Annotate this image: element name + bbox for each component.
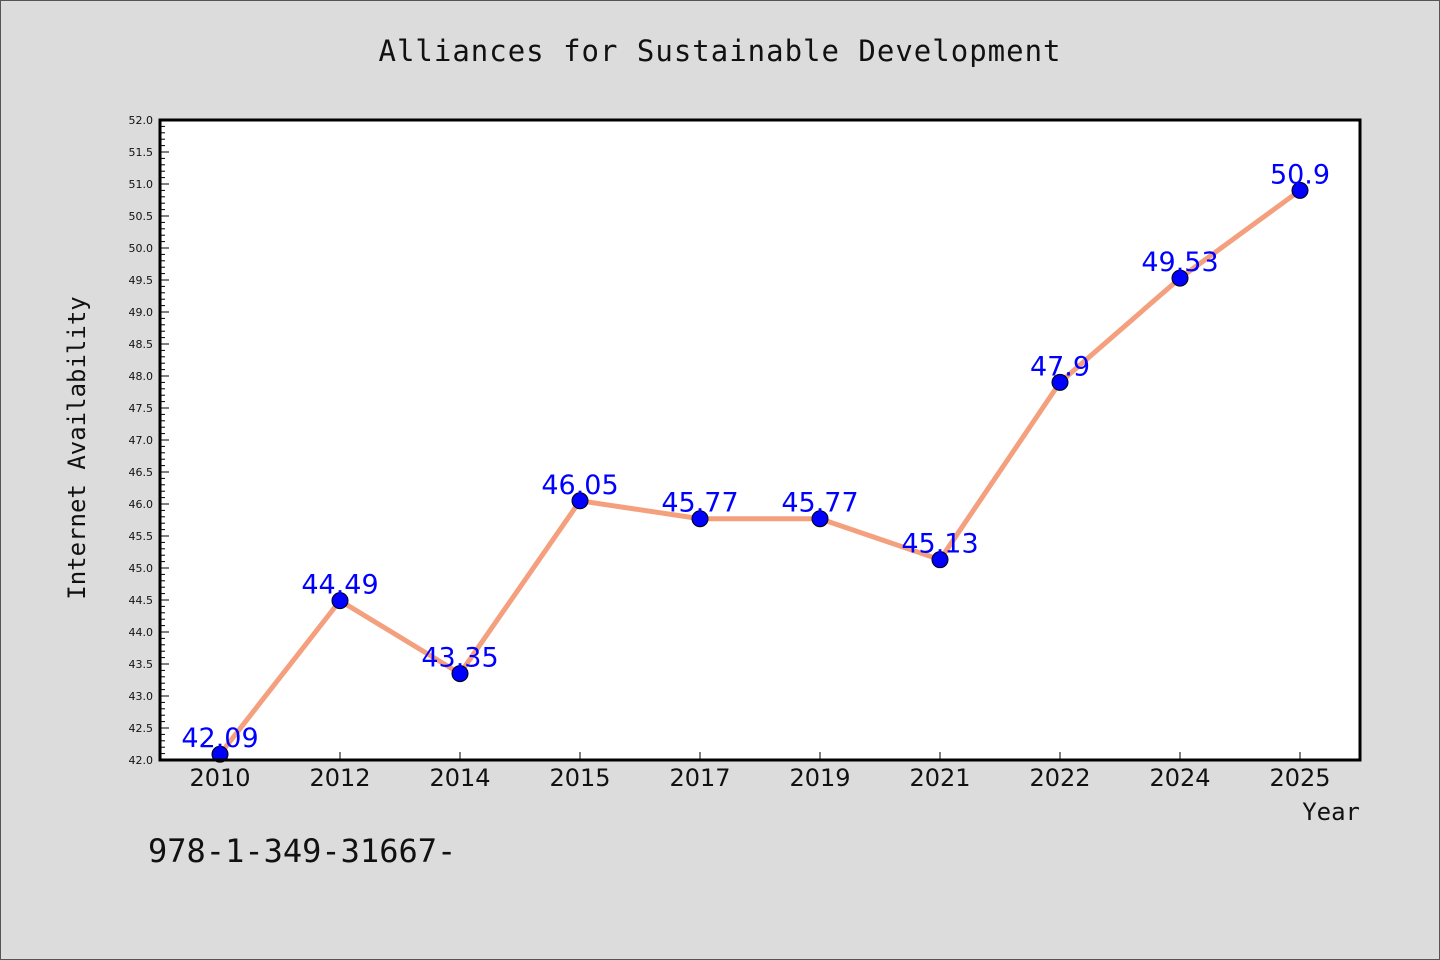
x-tick-label: 2012 xyxy=(309,764,370,792)
data-point-marker xyxy=(811,510,829,528)
x-tick-label: 2015 xyxy=(549,764,610,792)
y-tick-label: 46.5 xyxy=(129,466,154,479)
y-tick-label: 44.0 xyxy=(129,626,154,639)
data-label: 44.49 xyxy=(301,570,378,601)
y-tick-label: 47.5 xyxy=(129,402,154,415)
data-point-marker xyxy=(1171,269,1189,287)
y-tick-label: 45.5 xyxy=(129,530,154,543)
series-line-group xyxy=(217,187,1303,757)
data-label: 47.9 xyxy=(1030,351,1090,382)
data-point-marker xyxy=(211,745,229,763)
data-label: 42.09 xyxy=(181,723,258,754)
data-point-marker xyxy=(451,665,469,683)
plot-border xyxy=(158,118,1362,762)
footer-code: 978-1-349-31667- xyxy=(148,832,457,870)
y-axis-ticks: 42.0 42.5 43.0 43.5 44.0 44.5 45.0 45.5 46.0 46.5… xyxy=(129,114,169,767)
series-markers-group xyxy=(211,181,1309,763)
x-tick-label: 2014 xyxy=(429,764,490,792)
y-tick-label: 51.0 xyxy=(129,178,154,191)
y-tick-label: 44.5 xyxy=(129,594,154,607)
y-tick-label: 42.0 xyxy=(129,754,154,767)
data-point-marker xyxy=(1291,181,1309,199)
y-tick-label: 46.0 xyxy=(129,498,154,511)
y-tick-label: 45.0 xyxy=(129,562,154,575)
x-tick-label: 2019 xyxy=(789,764,850,792)
data-point-marker xyxy=(571,492,589,510)
data-label: 43.35 xyxy=(421,643,498,674)
data-point-marker xyxy=(331,592,349,610)
x-axis-ticks: 2010 2012 2014 2015 2017 2019 2021 2022 2024 2025 xyxy=(189,752,1331,792)
data-point-marker xyxy=(691,510,709,528)
chart-title: Alliances for Sustainable Development xyxy=(378,34,1062,68)
y-tick-label: 49.5 xyxy=(129,274,154,287)
x-tick-label: 2025 xyxy=(1269,764,1330,792)
x-tick-label: 2024 xyxy=(1149,764,1210,792)
data-point-marker xyxy=(1051,373,1069,391)
y-tick-label: 47.0 xyxy=(129,434,154,447)
y-tick-label: 43.5 xyxy=(129,658,154,671)
data-labels-group: 42.09 44.49 43.35 46.05 45.77 45.77 45.13 47.9 4… xyxy=(181,159,1330,754)
y-tick-label: 51.5 xyxy=(129,146,154,159)
plot-area xyxy=(160,120,1360,760)
data-label: 45.77 xyxy=(661,488,738,519)
data-label: 46.05 xyxy=(541,470,618,501)
x-tick-label: 2010 xyxy=(189,764,250,792)
data-label: 49.53 xyxy=(1141,247,1218,278)
data-label: 45.13 xyxy=(901,529,978,560)
y-tick-label: 50.5 xyxy=(129,210,154,223)
series-line xyxy=(217,187,1303,757)
y-tick-label: 48.5 xyxy=(129,338,154,351)
y-tick-label: 49.0 xyxy=(129,306,154,319)
y-axis-label: Internet Availability xyxy=(63,296,91,599)
y-tick-label: 50.0 xyxy=(129,242,154,255)
x-tick-label: 2017 xyxy=(669,764,730,792)
y-tick-label: 43.0 xyxy=(129,690,154,703)
y-tick-label: 48.0 xyxy=(129,370,154,383)
data-point-marker xyxy=(931,551,949,569)
x-tick-label: 2021 xyxy=(909,764,970,792)
data-label: 45.77 xyxy=(781,488,858,519)
y-tick-label: 42.5 xyxy=(129,722,154,735)
data-label: 50.9 xyxy=(1270,159,1330,190)
x-axis-label: Year xyxy=(1302,798,1360,826)
x-tick-label: 2022 xyxy=(1029,764,1090,792)
y-tick-label: 52.0 xyxy=(129,114,154,127)
